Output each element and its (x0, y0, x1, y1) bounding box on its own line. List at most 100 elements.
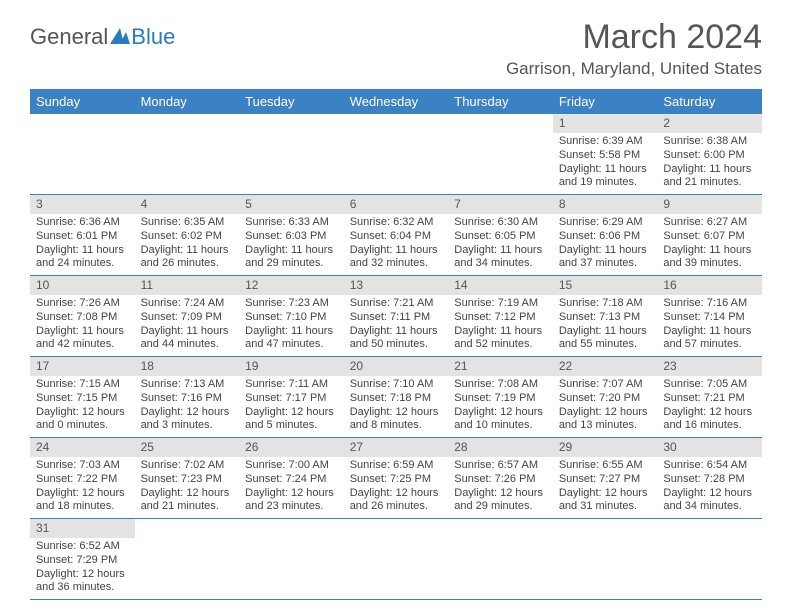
daylight-line: Daylight: 12 hours and 23 minutes. (245, 487, 338, 515)
sunrise-line: Sunrise: 6:59 AM (350, 459, 443, 473)
day-cell-3: 3Sunrise: 6:36 AMSunset: 6:01 PMDaylight… (30, 195, 135, 276)
day-cell-2: 2Sunrise: 6:38 AMSunset: 6:00 PMDaylight… (657, 114, 762, 195)
day-cell-25: 25Sunrise: 7:02 AMSunset: 7:23 PMDayligh… (135, 438, 240, 519)
day-number: 7 (448, 195, 553, 214)
day-number: 10 (30, 276, 135, 295)
day-cell-10: 10 Sunrise: 7:26 AMSunset: 7:08 PMDayligh… (30, 276, 135, 357)
col-friday: Friday (553, 89, 658, 114)
sunrise-line: Sunrise: 7:07 AM (559, 378, 652, 392)
header-bar: General Blue March 2024 Garrison, Maryla… (30, 18, 762, 79)
daylight-line: Daylight: 12 hours and 31 minutes. (559, 487, 652, 515)
day-cell-24: 24Sunrise: 7:03 AMSunset: 7:22 PMDayligh… (30, 438, 135, 519)
day-cell-9: 9Sunrise: 6:27 AMSunset: 6:07 PMDaylight… (657, 195, 762, 276)
daylight-line: Daylight: 11 hours and 19 minutes. (559, 163, 652, 191)
sunset-line: Sunset: 7:23 PM (141, 473, 234, 487)
col-saturday: Saturday (657, 89, 762, 114)
daylight-line: Daylight: 12 hours and 26 minutes. (350, 487, 443, 515)
sunset-line: Sunset: 6:06 PM (559, 230, 652, 244)
daylight-line: Daylight: 11 hours and 50 minutes. (350, 325, 443, 353)
sunrise-line: Sunrise: 6:35 AM (141, 216, 234, 230)
day-details: Sunrise: 7:02 AMSunset: 7:23 PMDaylight:… (135, 457, 240, 518)
calendar-row: 24Sunrise: 7:03 AMSunset: 7:22 PMDayligh… (30, 438, 762, 519)
sunrise-line: Sunrise: 7:26 AM (36, 297, 129, 311)
day-details: Sunrise: 6:33 AMSunset: 6:03 PMDaylight:… (239, 214, 344, 275)
day-cell-28: 28Sunrise: 6:57 AMSunset: 7:26 PMDayligh… (448, 438, 553, 519)
day-details: Sunrise: 7:24 AMSunset: 7:09 PMDaylight:… (135, 295, 240, 356)
daylight-line: Daylight: 11 hours and 52 minutes. (454, 325, 547, 353)
day-details: Sunrise: 6:55 AMSunset: 7:27 PMDaylight:… (553, 457, 658, 518)
daylight-line: Daylight: 11 hours and 47 minutes. (245, 325, 338, 353)
day-details: Sunrise: 7:00 AMSunset: 7:24 PMDaylight:… (239, 457, 344, 518)
sunset-line: Sunset: 6:00 PM (663, 149, 756, 163)
day-details: Sunrise: 6:39 AMSunset: 5:58 PMDaylight:… (553, 133, 658, 194)
day-cell-8: 8Sunrise: 6:29 AMSunset: 6:06 PMDaylight… (553, 195, 658, 276)
day-number: 9 (657, 195, 762, 214)
day-details: Sunrise: 7:23 AMSunset: 7:10 PMDaylight:… (239, 295, 344, 356)
day-number: 29 (553, 438, 658, 457)
sunset-line: Sunset: 6:07 PM (663, 230, 756, 244)
daylight-line: Daylight: 11 hours and 37 minutes. (559, 244, 652, 272)
daylight-line: Daylight: 12 hours and 13 minutes. (559, 406, 652, 434)
day-cell-11: 11Sunrise: 7:24 AMSunset: 7:09 PMDayligh… (135, 276, 240, 357)
day-number: 22 (553, 357, 658, 376)
logo-triangle-icon (110, 24, 130, 50)
calendar-row: 10Sunrise: 7:26 AMSunset: 7:08 PMDayligh… (30, 276, 762, 357)
day-cell-13: 13Sunrise: 7:21 AMSunset: 7:11 PMDayligh… (344, 276, 449, 357)
sunrise-line: Sunrise: 7:23 AM (245, 297, 338, 311)
day-number: 21 (448, 357, 553, 376)
sunrise-line: Sunrise: 6:32 AM (350, 216, 443, 230)
sunrise-line: Sunrise: 7:10 AM (350, 378, 443, 392)
day-cell-7: 7Sunrise: 6:30 AMSunset: 6:05 PMDaylight… (448, 195, 553, 276)
location-subtitle: Garrison, Maryland, United States (506, 59, 762, 79)
day-number: 31 (30, 519, 135, 538)
daylight-line: Daylight: 11 hours and 44 minutes. (141, 325, 234, 353)
daylight-line: Daylight: 11 hours and 34 minutes. (454, 244, 547, 272)
empty-cell (553, 519, 658, 600)
weekday-header-row: Sunday Monday Tuesday Wednesday Thursday… (30, 89, 762, 114)
day-number: 11 (135, 276, 240, 295)
daylight-line: Daylight: 12 hours and 8 minutes. (350, 406, 443, 434)
daylight-line: Daylight: 12 hours and 5 minutes. (245, 406, 338, 434)
sunset-line: Sunset: 7:12 PM (454, 311, 547, 325)
sunset-line: Sunset: 6:01 PM (36, 230, 129, 244)
sunrise-line: Sunrise: 6:33 AM (245, 216, 338, 230)
day-cell-29: 29Sunrise: 6:55 AMSunset: 7:27 PMDayligh… (553, 438, 658, 519)
title-block: March 2024 Garrison, Maryland, United St… (506, 18, 762, 79)
day-cell-19: 19Sunrise: 7:11 AMSunset: 7:17 PMDayligh… (239, 357, 344, 438)
sunset-line: Sunset: 6:03 PM (245, 230, 338, 244)
sunrise-line: Sunrise: 6:29 AM (559, 216, 652, 230)
day-details: Sunrise: 6:52 AMSunset: 7:29 PMDaylight:… (30, 538, 135, 599)
day-cell-30: 30Sunrise: 6:54 AMSunset: 7:28 PMDayligh… (657, 438, 762, 519)
day-details: Sunrise: 6:35 AMSunset: 6:02 PMDaylight:… (135, 214, 240, 275)
daylight-line: Daylight: 11 hours and 55 minutes. (559, 325, 652, 353)
sunrise-line: Sunrise: 6:55 AM (559, 459, 652, 473)
day-details: Sunrise: 6:59 AMSunset: 7:25 PMDaylight:… (344, 457, 449, 518)
empty-cell (657, 519, 762, 600)
day-number: 15 (553, 276, 658, 295)
day-number: 1 (553, 114, 658, 133)
sunset-line: Sunset: 6:02 PM (141, 230, 234, 244)
daylight-line: Daylight: 12 hours and 16 minutes. (663, 406, 756, 434)
daylight-line: Daylight: 12 hours and 34 minutes. (663, 487, 756, 515)
empty-cell (239, 114, 344, 195)
day-details: Sunrise: 7:08 AMSunset: 7:19 PMDaylight:… (448, 376, 553, 437)
col-thursday: Thursday (448, 89, 553, 114)
daylight-line: Daylight: 12 hours and 18 minutes. (36, 487, 129, 515)
day-number: 4 (135, 195, 240, 214)
day-details: Sunrise: 6:57 AMSunset: 7:26 PMDaylight:… (448, 457, 553, 518)
day-number: 17 (30, 357, 135, 376)
day-cell-22: 22Sunrise: 7:07 AMSunset: 7:20 PMDayligh… (553, 357, 658, 438)
daylight-line: Daylight: 12 hours and 10 minutes. (454, 406, 547, 434)
col-tuesday: Tuesday (239, 89, 344, 114)
day-number: 3 (30, 195, 135, 214)
sunset-line: Sunset: 7:21 PM (663, 392, 756, 406)
sunset-line: Sunset: 7:14 PM (663, 311, 756, 325)
sunrise-line: Sunrise: 7:15 AM (36, 378, 129, 392)
sunset-line: Sunset: 7:08 PM (36, 311, 129, 325)
sunrise-line: Sunrise: 6:27 AM (663, 216, 756, 230)
daylight-line: Daylight: 12 hours and 36 minutes. (36, 568, 129, 596)
daylight-line: Daylight: 11 hours and 42 minutes. (36, 325, 129, 353)
calendar-row: 17Sunrise: 7:15 AMSunset: 7:15 PMDayligh… (30, 357, 762, 438)
day-details: Sunrise: 7:10 AMSunset: 7:18 PMDaylight:… (344, 376, 449, 437)
empty-cell (135, 519, 240, 600)
